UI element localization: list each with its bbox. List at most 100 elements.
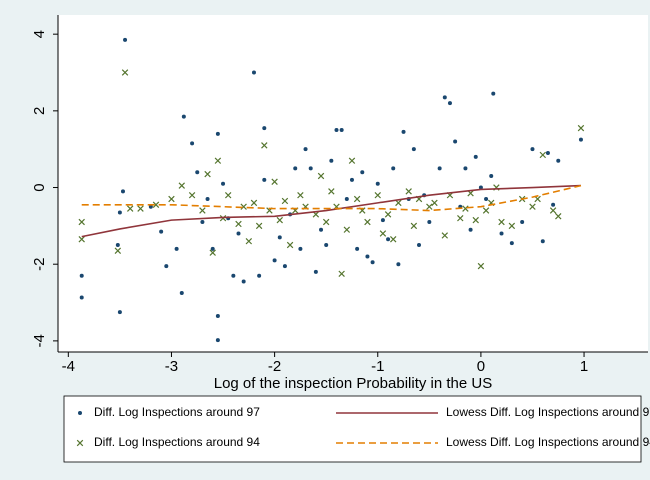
point <box>477 262 485 270</box>
point <box>209 249 216 256</box>
point <box>190 141 195 146</box>
point <box>271 178 278 185</box>
point <box>549 207 557 214</box>
point <box>245 237 253 245</box>
point <box>282 264 287 269</box>
point <box>364 218 371 226</box>
point <box>120 189 125 194</box>
point <box>396 262 401 267</box>
point <box>126 205 134 212</box>
point <box>188 191 196 199</box>
legend-label: Lowess Diff. Log Inspections around 97 <box>446 405 650 419</box>
point <box>250 199 258 207</box>
point <box>375 181 380 186</box>
point <box>261 142 268 149</box>
y-tick-label: -4 <box>31 334 48 347</box>
point <box>78 218 85 226</box>
point <box>251 70 256 75</box>
x-tick-label: -3 <box>165 358 178 375</box>
point <box>298 246 303 251</box>
point <box>152 201 160 209</box>
point <box>463 166 468 171</box>
point <box>241 279 246 284</box>
point <box>472 216 479 224</box>
point <box>484 197 489 202</box>
point <box>462 205 469 212</box>
point <box>181 114 186 119</box>
point <box>386 237 391 242</box>
point <box>297 191 304 199</box>
point <box>401 129 406 134</box>
y-tick-label: 2 <box>31 107 48 115</box>
point <box>491 91 496 96</box>
point <box>308 166 313 171</box>
legend-marker <box>78 411 82 415</box>
point <box>123 37 128 42</box>
point <box>164 264 169 269</box>
point <box>221 181 226 186</box>
point <box>262 126 267 131</box>
point <box>379 230 387 237</box>
point <box>339 128 344 133</box>
point <box>355 246 360 251</box>
point <box>360 170 365 175</box>
point <box>334 128 339 133</box>
point <box>498 218 505 226</box>
point <box>215 313 220 318</box>
point <box>257 273 262 278</box>
point <box>168 195 175 203</box>
point <box>365 254 370 259</box>
line <box>81 184 582 212</box>
point <box>539 151 547 159</box>
point <box>478 185 483 190</box>
point <box>426 203 433 210</box>
point <box>255 222 263 230</box>
point <box>489 174 494 179</box>
point <box>509 241 514 246</box>
point <box>78 236 85 243</box>
x-tick-label: -4 <box>62 358 75 375</box>
x-tick-label: -1 <box>371 358 384 375</box>
point <box>529 203 536 210</box>
point <box>384 211 392 218</box>
point <box>215 131 220 136</box>
point <box>277 235 282 240</box>
point <box>117 210 122 215</box>
point <box>324 243 329 248</box>
point <box>348 157 356 164</box>
point <box>137 205 144 212</box>
point <box>199 207 206 214</box>
point <box>380 218 385 223</box>
point <box>79 295 84 300</box>
point <box>520 220 525 225</box>
x-tick-label: 0 <box>477 358 485 375</box>
y-tick-label: 0 <box>31 183 48 191</box>
point <box>115 243 120 248</box>
point <box>555 213 562 220</box>
point <box>437 166 442 171</box>
point <box>551 202 556 207</box>
point <box>370 260 375 265</box>
legend-label: Diff. Log Inspections around 94 <box>94 435 260 449</box>
point <box>508 222 516 230</box>
point <box>224 191 232 199</box>
point <box>482 207 490 214</box>
point <box>205 197 210 202</box>
point <box>322 218 330 226</box>
point <box>235 220 242 228</box>
point <box>578 137 583 142</box>
point <box>343 226 351 233</box>
point <box>214 157 222 164</box>
point <box>329 158 334 163</box>
point <box>473 154 478 159</box>
legend-label: Diff. Log Inspections around 97 <box>94 405 260 419</box>
point <box>231 273 236 278</box>
point <box>215 338 220 343</box>
plot-area <box>58 15 648 352</box>
point <box>178 182 186 189</box>
point <box>349 177 354 182</box>
point <box>453 139 458 144</box>
point <box>200 220 205 225</box>
